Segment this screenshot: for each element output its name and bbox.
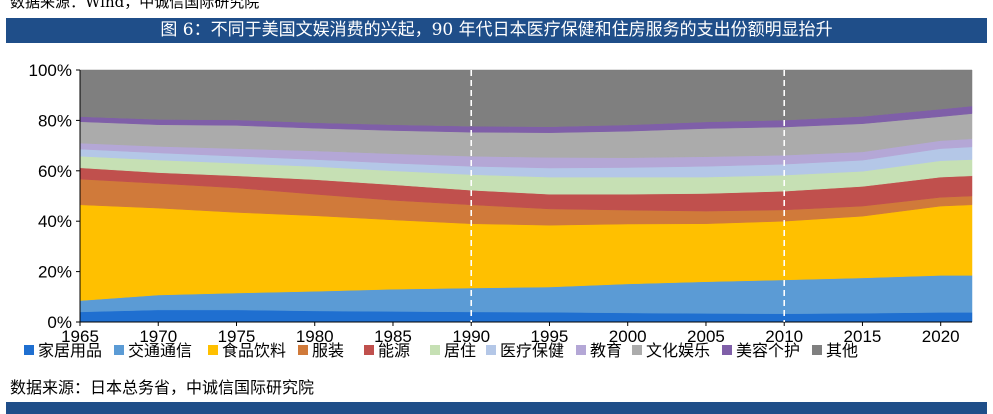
legend-label: 家居用品 bbox=[38, 341, 102, 360]
legend-label: 医疗保健 bbox=[500, 341, 564, 360]
legend-label: 教育 bbox=[590, 341, 622, 360]
x-tick-label: 1965 bbox=[61, 327, 99, 346]
legend-label: 交通通信 bbox=[128, 341, 192, 360]
legend-label: 美容个护 bbox=[736, 341, 800, 360]
y-tick-label: 0% bbox=[47, 313, 72, 332]
y-tick-label: 80% bbox=[38, 111, 72, 130]
legend-label: 居住 bbox=[444, 341, 476, 360]
source-text: 数据来源：日本总务省，中诚信国际研究院 bbox=[10, 378, 315, 397]
y-tick-label: 20% bbox=[38, 263, 72, 282]
area-series-10 bbox=[79, 69, 973, 127]
legend-label: 能源 bbox=[378, 341, 410, 360]
x-tick-label: 2015 bbox=[844, 327, 882, 346]
x-tick-label: 1980 bbox=[296, 327, 334, 346]
x-tick-label: 1970 bbox=[139, 327, 177, 346]
legend-swatch bbox=[24, 345, 34, 355]
x-tick-label: 2020 bbox=[922, 327, 960, 346]
legend-label: 食品饮料 bbox=[222, 341, 286, 360]
legend-swatch bbox=[812, 345, 822, 355]
legend-label: 服装 bbox=[312, 341, 344, 360]
x-tick-label: 1985 bbox=[374, 327, 412, 346]
legend-swatch bbox=[722, 345, 732, 355]
x-tick-label: 1995 bbox=[531, 327, 569, 346]
legend-label: 文化娱乐 bbox=[646, 341, 710, 360]
x-tick-label: 2005 bbox=[687, 327, 725, 346]
legend-swatch bbox=[364, 345, 374, 355]
legend-swatch bbox=[298, 345, 308, 355]
legend-swatch bbox=[486, 345, 496, 355]
x-tick-label: 2010 bbox=[765, 327, 803, 346]
y-tick-label: 100% bbox=[29, 61, 72, 80]
legend-label: 其他 bbox=[826, 341, 858, 360]
x-tick-label: 1975 bbox=[218, 327, 256, 346]
legend-swatch bbox=[114, 345, 124, 355]
x-tick-label: 1990 bbox=[452, 327, 490, 346]
next-figure-title-bar bbox=[6, 402, 987, 414]
y-tick-label: 60% bbox=[38, 162, 72, 181]
legend-swatch bbox=[632, 345, 642, 355]
stacked-area-chart: 0% 20% 40% 60% 80% 100% 1965 1970 1975 1980 1985 19… bbox=[24, 61, 973, 360]
top-source-text: 数据来源：Wind，中诚信国际研究院 bbox=[10, 0, 260, 11]
figure-title: 图 6：不同于美国文娱消费的兴起，90 年代日本医疗保健和住房服务的支出份额明显… bbox=[6, 18, 987, 43]
legend-swatch bbox=[576, 345, 586, 355]
legend-swatch bbox=[208, 345, 218, 355]
x-tick-label: 2000 bbox=[609, 327, 647, 346]
y-tick-label: 40% bbox=[38, 212, 72, 231]
legend-swatch bbox=[430, 345, 440, 355]
